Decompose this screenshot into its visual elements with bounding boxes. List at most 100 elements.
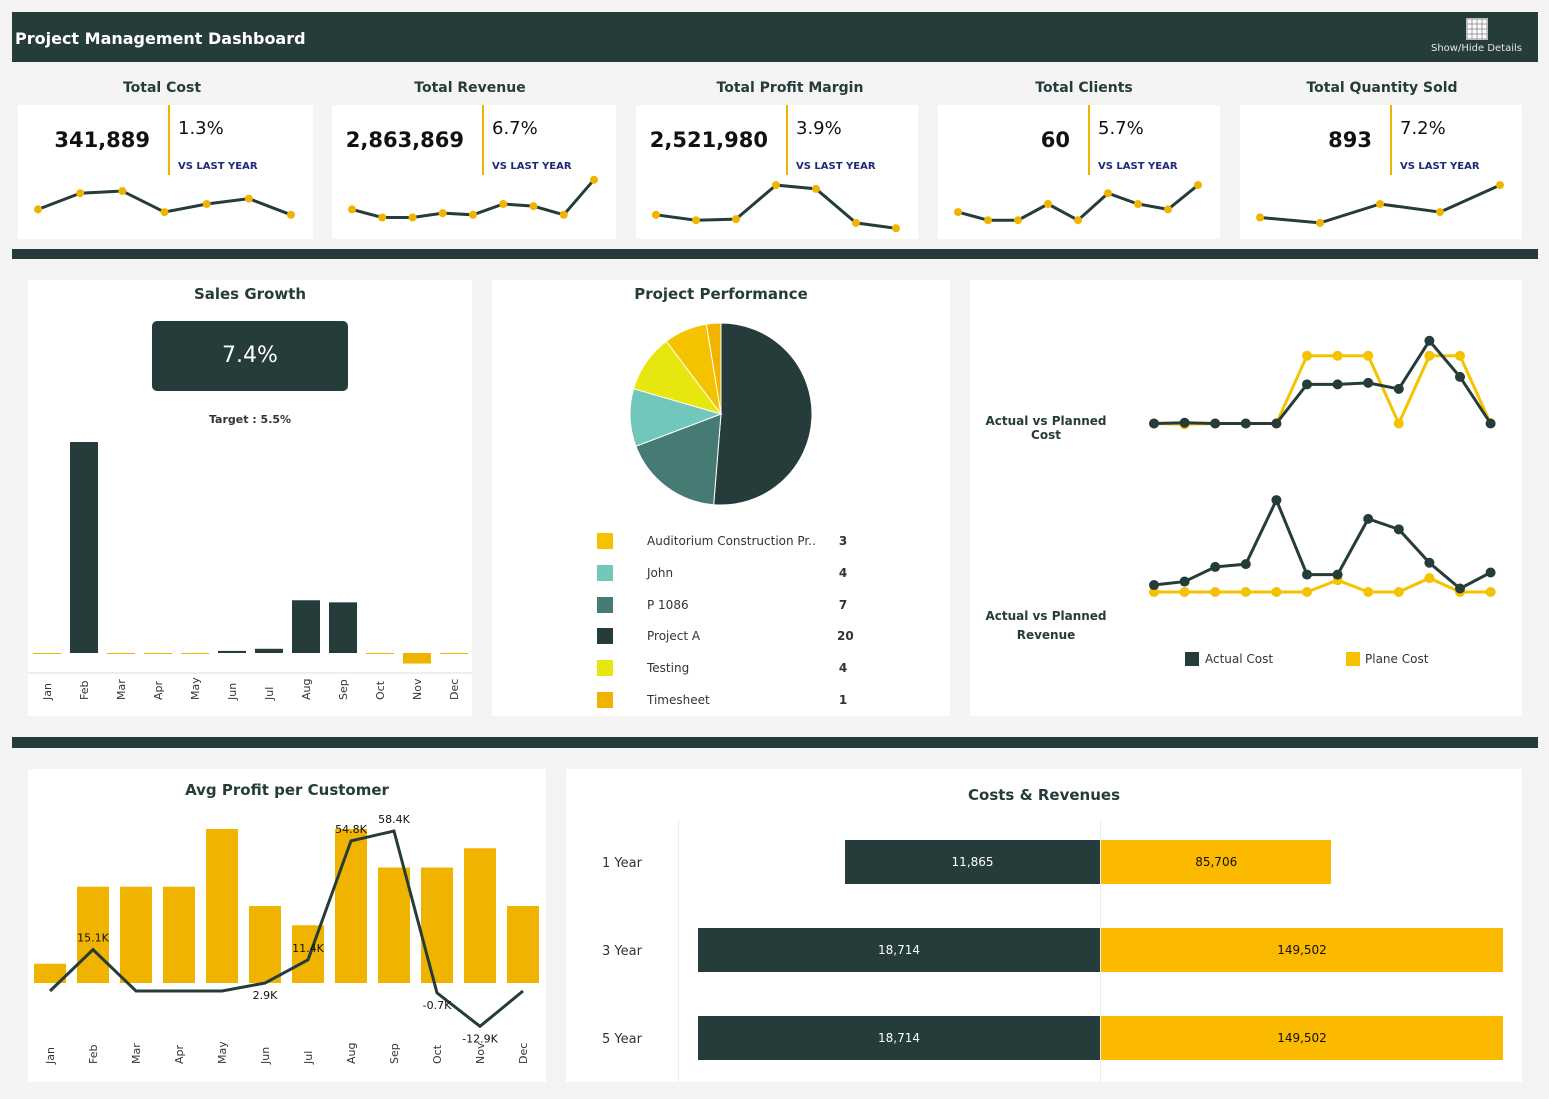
- actual-point: [1363, 513, 1374, 524]
- actual-point: [1240, 418, 1251, 429]
- sparkline-point: [652, 210, 660, 219]
- sparkline-point: [852, 218, 860, 227]
- kpi-change-pct: 5.7%: [1098, 118, 1144, 139]
- section-divider: [12, 249, 1538, 259]
- kpi-value: 2,863,869: [345, 128, 464, 152]
- legend-swatch: [597, 533, 613, 549]
- sparkline-point: [1074, 216, 1082, 225]
- actual-vs-planned-panel: Actual vs Planned Cost Actual vs Planned…: [970, 280, 1522, 716]
- kpi-change-pct: 3.9%: [796, 118, 842, 139]
- actual-point: [1332, 379, 1343, 390]
- sparkline-point: [1436, 208, 1444, 217]
- sales-x-tick: Jul: [263, 687, 276, 701]
- avg-profit-chart: 15.1K 2.9K 11.4K 54.8K 58.4K -0.7K -12.9K Jan Fe…: [34, 813, 539, 1065]
- sales-bar: [218, 650, 246, 653]
- legend-item-name[interactable]: Testing: [647, 661, 690, 676]
- kpi-value: 60: [1040, 128, 1070, 152]
- sales-x-tick: Jan: [41, 683, 54, 701]
- sales-bar: [366, 653, 394, 654]
- avg-profit-bar: [378, 867, 410, 983]
- legend-item-name[interactable]: Timesheet: [647, 693, 710, 707]
- legend-item-name[interactable]: Project A: [647, 629, 701, 644]
- sales-x-tick: Dec: [448, 679, 461, 700]
- kpi-value: 893: [1328, 128, 1372, 152]
- costs-row-label: 3 Year: [602, 944, 642, 959]
- sparkline-point: [892, 224, 900, 233]
- legend-item-name[interactable]: P 1086: [647, 597, 689, 612]
- sparkline-point: [1044, 200, 1052, 208]
- planned-point: [1332, 350, 1343, 361]
- avg-profit-x-tick: Jun: [259, 1047, 272, 1065]
- project-performance-pie: [629, 322, 813, 506]
- actual-point: [1271, 418, 1282, 429]
- sales-bar: [107, 653, 135, 654]
- kpi-sparkline: [348, 175, 598, 222]
- actual-point: [1179, 576, 1190, 587]
- sparkline-point: [1164, 205, 1172, 214]
- kpi-separator: [482, 105, 484, 175]
- avg-profit-x-tick: Aug: [345, 1043, 358, 1064]
- legend-item-count: 3: [838, 534, 848, 548]
- avg-profit-x-tick: Sep: [388, 1043, 401, 1064]
- kpi-sparkline: [954, 181, 1202, 225]
- sparkline-point: [76, 189, 85, 198]
- sparkline-point: [1496, 181, 1504, 190]
- show-hide-details-button[interactable]: Show/Hide Details: [1431, 18, 1522, 54]
- sales-bar: [329, 602, 357, 653]
- sparkline-point: [954, 208, 962, 217]
- actual-point: [1363, 377, 1374, 388]
- avg-profit-x-tick: Oct: [431, 1044, 444, 1064]
- costs-axis-line: [678, 819, 679, 1082]
- kpi-separator: [1088, 105, 1090, 175]
- planned-point: [1363, 350, 1374, 361]
- kpi-title: Total Clients: [1035, 80, 1133, 96]
- sparkline-point: [732, 215, 740, 224]
- section-divider: [12, 737, 1538, 748]
- sparkline-line: [655, 183, 897, 230]
- sparkline-point: [1104, 189, 1112, 198]
- planned-point: [1240, 587, 1251, 597]
- sparkline-point: [692, 216, 700, 225]
- actual-point: [1332, 569, 1343, 580]
- sales-bar: [33, 653, 61, 654]
- avg-profit-data-label: -0.7K: [423, 999, 452, 1012]
- revenue-bar: 85,706: [1101, 840, 1332, 884]
- planned-point: [1393, 587, 1404, 597]
- pie-slice: [705, 322, 722, 415]
- sales-bar: [181, 653, 209, 654]
- sales-bar: [440, 653, 468, 654]
- sparkline-point: [438, 209, 447, 218]
- cost-bar: 18,714: [698, 1016, 1100, 1060]
- sales-x-tick: Nov: [411, 678, 424, 700]
- avg-profit-data-label: -12.9K: [462, 1032, 498, 1045]
- sales-x-tick: Sep: [337, 679, 350, 700]
- actual-point: [1271, 495, 1282, 506]
- sparkline-point: [1014, 216, 1022, 225]
- avg-profit-data-label: 2.9K: [253, 989, 278, 1002]
- kpi-value: 2,521,980: [649, 128, 768, 152]
- cost-bar: 11,865: [845, 840, 1100, 884]
- kpi-card: 893 7.2% VS LAST YEAR: [1240, 105, 1522, 239]
- revenue-bar: 149,502: [1101, 928, 1503, 972]
- avg-profit-bar: [249, 906, 281, 983]
- sparkline-point: [559, 210, 568, 219]
- actual-point: [1455, 583, 1465, 594]
- planned-point: [1149, 587, 1159, 597]
- avg-profit-x-tick: Feb: [87, 1045, 100, 1064]
- sparkline-point: [1194, 181, 1202, 190]
- legend-item-name[interactable]: John: [647, 565, 674, 580]
- kpi-separator: [1390, 105, 1392, 175]
- avg-profit-x-tick: May: [216, 1041, 229, 1064]
- kpi-vs-last-year: VS LAST YEAR: [796, 161, 876, 172]
- planned-point: [1393, 418, 1404, 429]
- avg-profit-data-label: 15.1K: [77, 932, 109, 945]
- actual-point: [1485, 567, 1496, 578]
- sparkline-point: [529, 202, 538, 211]
- legend-item-name[interactable]: Auditorium Construction Pr..: [647, 534, 816, 548]
- sales-bar: [292, 600, 320, 653]
- sparkline-point: [118, 187, 127, 196]
- sparkline-point: [1316, 218, 1324, 227]
- avg-profit-x-tick: Apr: [173, 1044, 186, 1064]
- kpi-vs-last-year: VS LAST YEAR: [178, 161, 258, 172]
- costs-row-label: 1 Year: [602, 856, 642, 871]
